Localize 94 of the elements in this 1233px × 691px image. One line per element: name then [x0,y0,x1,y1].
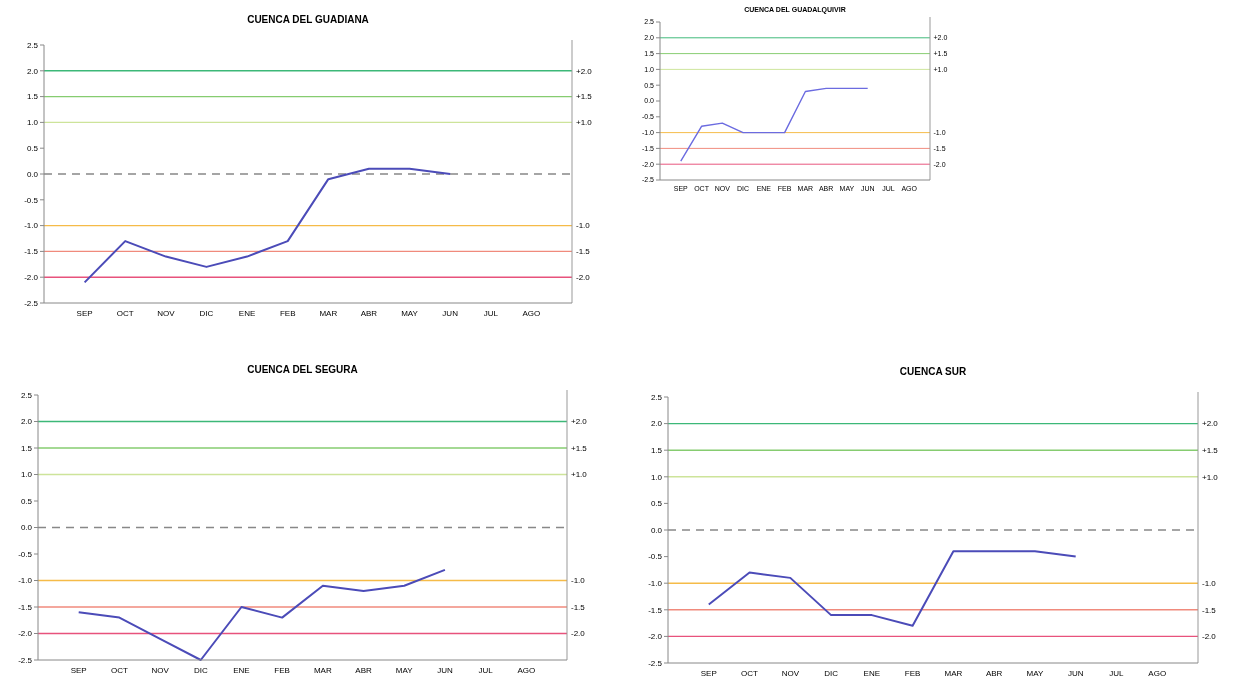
y-tick-label: -2.0 [24,273,39,282]
ref-line-label: +1.5 [1202,446,1219,455]
y-tick-label: 1.5 [26,92,39,102]
x-tick-label: ENE [233,665,250,675]
y-tick-label: -1.0 [648,579,663,588]
x-tick-label: SEP [700,668,717,678]
x-tick-label: OCT [110,665,128,675]
ref-line-label: +1.0 [571,470,588,480]
y-tick-label: -2.5 [18,655,33,665]
x-tick-label: DIC [193,665,208,675]
x-tick-label: JUL [483,308,499,318]
ref-line-label: -1.5 [571,602,586,612]
ref-line-label: +1.5 [576,92,593,102]
y-tick-label: -0.5 [24,195,39,205]
y-tick-label: -2.5 [648,658,663,668]
ref-line-label: -1.0 [576,221,591,231]
line-series [680,87,869,162]
x-tick-label: SEP [76,308,93,318]
x-tick-label: FEB [274,665,290,675]
x-tick-label: FEB [279,308,296,318]
x-tick-label: JUL [478,665,494,675]
y-tick-label: -1.0 [18,576,33,586]
y-tick-label: 2.0 [650,419,663,429]
ref-line-label: -2.0 [571,629,586,639]
x-tick-label: JUL [1109,668,1125,678]
y-tick-label: 2.5 [26,40,39,50]
x-tick-label: MAR [313,665,332,675]
chart-title: CUENCA DEL GUADIANA [247,14,369,25]
y-tick-label: 0.5 [650,499,663,509]
y-tick-label: 1.0 [26,118,39,128]
x-tick-label: MAY [401,308,419,318]
ref-line-label: +1.0 [1202,472,1219,482]
y-tick-label: 0.0 [26,169,39,179]
x-tick-label: ENE [863,668,881,678]
ref-line-label: -2.0 [576,273,591,282]
y-tick-label: 0.0 [20,523,33,533]
line-series [83,167,452,284]
x-tick-label: ABR [985,668,1003,678]
x-tick-label: MAY [1026,668,1044,678]
x-tick-label: AGO [522,308,541,318]
y-tick-label: 1.5 [650,446,663,455]
y-tick-label: 0.5 [20,496,33,506]
x-tick-label: NOV [781,668,800,678]
x-tick-label: MAR [319,308,338,318]
ref-line-label: -1.0 [571,576,586,586]
x-tick-label: AGO [1148,668,1167,678]
line-series [707,550,1077,627]
y-tick-label: 1.5 [20,443,33,453]
x-tick-label: OCT [116,308,134,318]
y-tick-label: -1.5 [18,602,33,612]
y-tick-label: -1.5 [648,605,663,615]
x-tick-label: NOV [157,308,176,318]
y-tick-label: -0.5 [648,552,663,562]
chart-title: CUENCA DEL SEGURA [247,364,358,375]
chart-title: CUENCA SUR [899,366,967,377]
x-tick-label: AGO [517,665,536,675]
x-tick-label: FEB [904,668,921,678]
y-tick-label: -1.0 [24,221,39,231]
y-tick-label: 0.5 [26,144,39,153]
ref-line-label: -1.0 [1202,579,1217,588]
ref-line-label: -2.0 [1202,632,1217,642]
x-tick-label: JUN [442,308,459,318]
x-tick-label: JUN [437,665,453,675]
x-tick-label: OCT [741,668,759,678]
ref-line-label: +2.0 [571,417,588,427]
x-tick-label: MAR [944,668,963,678]
y-tick-label: 0.0 [650,525,663,535]
x-tick-label: JUN [1067,668,1084,678]
y-tick-label: -2.5 [24,298,39,308]
y-tick-label: 1.0 [20,470,33,480]
y-tick-label: -0.5 [18,549,33,559]
y-tick-label: 1.0 [650,472,663,482]
x-tick-label: MAY [395,665,414,675]
y-tick-label: 2.0 [26,66,39,76]
y-tick-label: 2.5 [20,390,33,400]
x-tick-label: NOV [151,665,170,675]
x-tick-label: ABR [360,308,378,318]
y-tick-label: 2.0 [20,417,33,427]
y-tick-label: 2.5 [650,392,663,402]
ref-line-label: -1.5 [1202,605,1217,615]
x-tick-label: ENE [238,308,256,318]
ref-line-label: -1.5 [576,247,591,257]
x-tick-label: DIC [824,668,839,678]
x-tick-label: DIC [199,308,214,318]
y-tick-label: -1.5 [24,247,39,257]
ref-line-label: +2.0 [1202,419,1219,429]
ref-line-label: +2.0 [576,66,593,76]
x-tick-label: ABR [355,665,372,675]
ref-line-label: +1.0 [576,118,593,128]
y-tick-label: -2.0 [18,629,33,639]
y-tick-label: -2.0 [648,632,663,642]
ref-line-label: +1.5 [571,443,588,453]
x-tick-label: SEP [70,665,87,675]
line-series [77,568,446,661]
